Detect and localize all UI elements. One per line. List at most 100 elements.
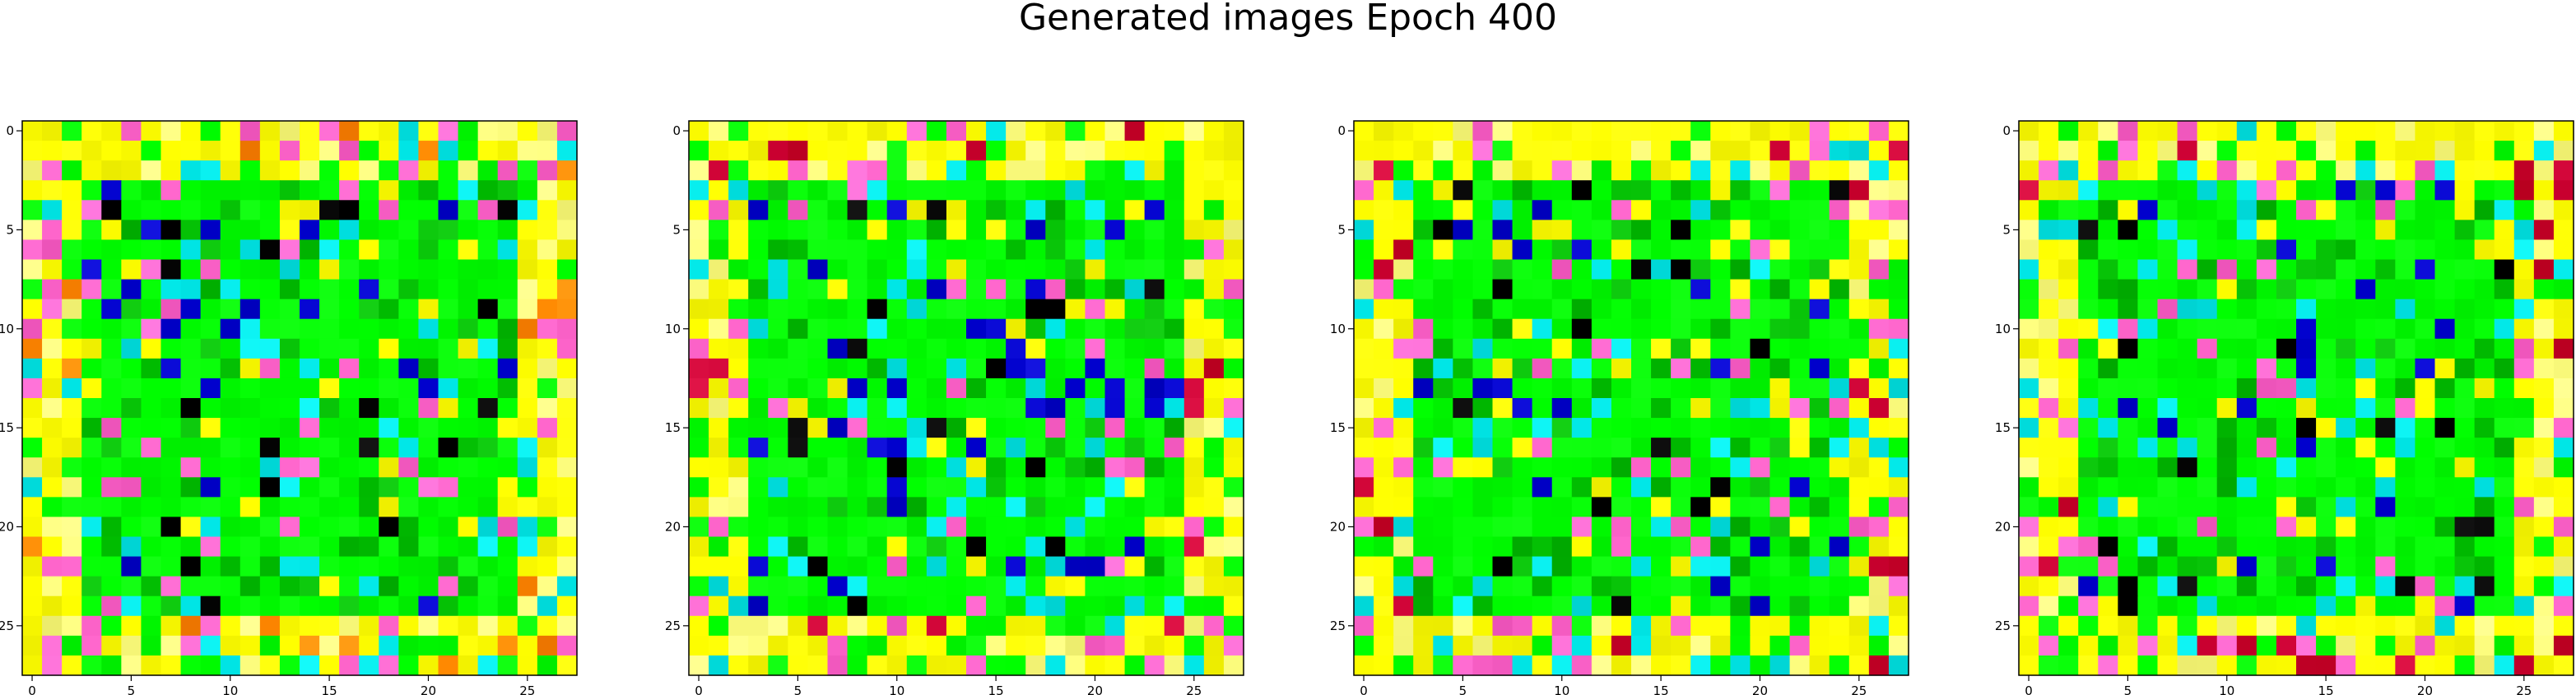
pixel-cell: [2474, 141, 2495, 161]
pixel-cell: [1591, 180, 1612, 201]
pixel-cell: [1045, 635, 1066, 656]
pixel-cell: [1769, 536, 1791, 558]
pixel-cell: [438, 595, 459, 617]
pixel-cell: [788, 141, 809, 161]
pixel-cell: [847, 477, 868, 498]
pixel-cell: [1571, 259, 1593, 280]
pixel-cell: [1690, 536, 1711, 558]
pixel-cell: [239, 556, 261, 577]
pixel-cell: [458, 635, 479, 656]
pixel-cell: [379, 160, 399, 181]
pixel-cell: [2296, 457, 2317, 478]
pixel-cell: [926, 200, 947, 220]
pixel-cell: [2316, 655, 2337, 676]
pixel-cell: [1006, 517, 1026, 538]
pixel-cell: [279, 477, 300, 498]
pixel-cell: [768, 239, 788, 261]
pixel-cell: [1631, 457, 1652, 478]
pixel-cell: [2494, 517, 2515, 538]
pixel-cell: [2137, 259, 2159, 280]
pixel-cell: [2137, 378, 2159, 399]
pixel-cell: [1045, 457, 1066, 478]
pixel-cell: [1203, 635, 1225, 656]
pixel-cell: [1413, 477, 1434, 498]
pixel-cell: [1651, 457, 1672, 478]
pixel-cell: [1829, 299, 1850, 320]
pixel-cell: [1571, 457, 1593, 478]
pixel-cell: [728, 279, 749, 300]
pixel-cell: [1065, 477, 1086, 498]
pixel-cell: [398, 536, 420, 558]
pixel-cell: [259, 655, 281, 676]
pixel-cell: [1025, 141, 1046, 161]
pixel-cell: [2118, 338, 2139, 359]
pixel-cell: [689, 279, 709, 300]
pixel-cell: [1006, 477, 1026, 498]
pixel-cell: [1710, 180, 1731, 201]
pixel-cell: [220, 180, 241, 201]
pixel-cell: [1750, 358, 1771, 379]
pixel-cell: [1730, 220, 1751, 241]
pixel-cell: [2474, 615, 2495, 637]
pixel-cell: [556, 635, 578, 656]
pixel-cell: [2415, 180, 2436, 201]
pixel-cell: [2316, 477, 2337, 498]
pixel-cell: [788, 576, 809, 597]
pixel-cell: [867, 398, 888, 419]
pixel-cell: [2256, 318, 2277, 340]
pixel-cell: [966, 477, 987, 498]
pixel-cell: [966, 457, 987, 478]
pixel-cell: [906, 200, 928, 220]
pixel-cell: [986, 536, 1007, 558]
pixel-cell: [2533, 279, 2555, 300]
pixel-cell: [1690, 259, 1711, 280]
pixel-cell: [1124, 438, 1146, 458]
pixel-cell: [1631, 121, 1652, 141]
pixel-cell: [1829, 378, 1850, 399]
pixel-cell: [966, 141, 987, 161]
pixel-cell: [926, 378, 947, 399]
pixel-cell: [1104, 200, 1126, 220]
pixel-cell: [1631, 655, 1652, 676]
pixel-cell: [200, 595, 221, 617]
pixel-cell: [1611, 556, 1632, 577]
pixel-cell: [986, 438, 1007, 458]
pixel-cell: [709, 220, 729, 241]
pixel-cell: [2276, 338, 2297, 359]
pixel-cell: [279, 438, 300, 458]
pixel-cell: [1453, 141, 1474, 161]
pixel-cell: [1888, 438, 1909, 458]
pixel-cell: [1183, 615, 1205, 637]
pixel-cell: [1374, 259, 1394, 280]
pixel-cell: [2078, 398, 2099, 419]
pixel-cell: [438, 655, 459, 676]
pixel-cell: [2137, 576, 2159, 597]
pixel-cell: [1492, 160, 1514, 181]
pixel-cell: [1393, 556, 1414, 577]
pixel-cell: [1492, 655, 1514, 676]
pixel-cell: [1453, 180, 1474, 201]
pixel-cell: [2039, 477, 2059, 498]
pixel-cell: [2355, 418, 2376, 438]
pixel-cell: [1433, 358, 1453, 379]
pixel-cell: [42, 338, 63, 359]
pixel-cell: [1124, 358, 1146, 379]
pixel-cell: [2216, 299, 2238, 320]
pixel-cell: [2474, 418, 2495, 438]
pixel-cell: [1631, 141, 1652, 161]
pixel-cell: [1104, 180, 1126, 201]
pixel-cell: [1413, 517, 1434, 538]
pixel-cell: [1789, 338, 1811, 359]
pixel-cell: [2276, 121, 2297, 141]
y-tick-label: 10: [1995, 322, 2011, 336]
pixel-cell: [2197, 338, 2218, 359]
pixel-cell: [1868, 418, 1890, 438]
pixel-cell: [1124, 556, 1146, 577]
pixel-cell: [2434, 556, 2456, 577]
pixel-cell: [1789, 358, 1811, 379]
pixel-cell: [42, 635, 63, 656]
pixel-cell: [319, 180, 340, 201]
pixel-cell: [788, 358, 809, 379]
x-tick-label: 0: [1360, 683, 1368, 695]
pixel-cell: [1690, 576, 1711, 597]
